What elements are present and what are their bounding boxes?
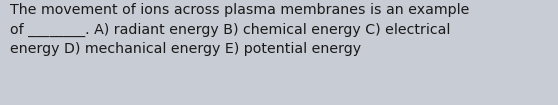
Text: The movement of ions across plasma membranes is an example
of ________. A) radia: The movement of ions across plasma membr… <box>10 3 469 56</box>
